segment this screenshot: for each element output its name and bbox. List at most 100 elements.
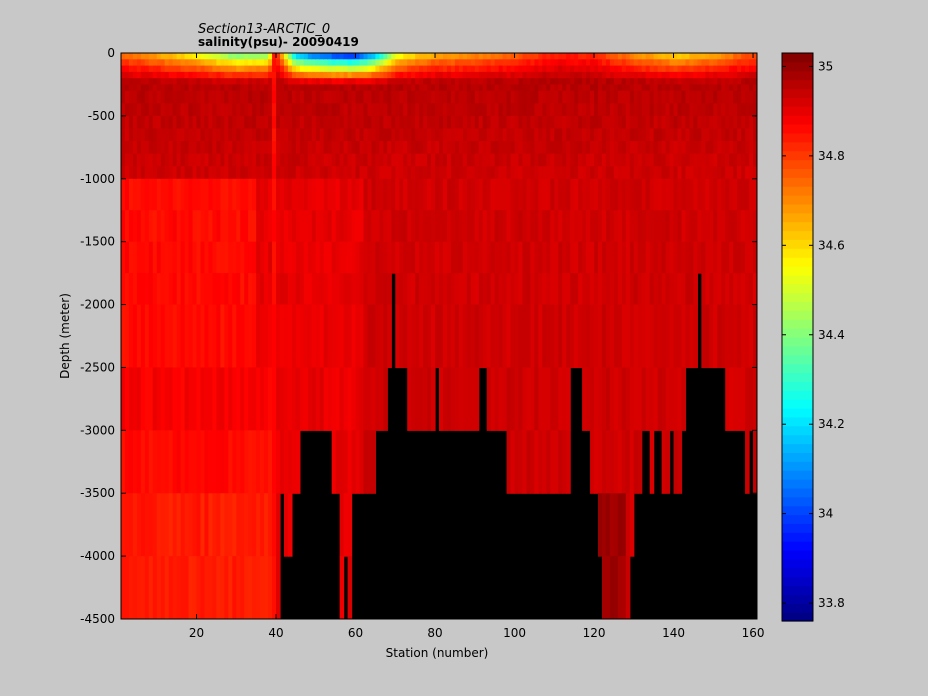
heatmap-cell [220, 166, 225, 180]
heatmap-cell [164, 178, 170, 211]
heatmap-cell [280, 84, 285, 92]
heatmap-cell [272, 103, 277, 117]
x-tick-label: 60 [348, 626, 363, 640]
heatmap-cell [737, 65, 742, 73]
heatmap-cell [272, 128, 277, 142]
heatmap-cell [367, 166, 373, 180]
heatmap-cell [753, 78, 757, 86]
heatmap-cell [144, 53, 150, 60]
heatmap-cell [140, 128, 146, 142]
heatmap-cell [128, 128, 134, 142]
heatmap-cell [303, 128, 309, 142]
heatmap-cell [124, 59, 130, 67]
heatmap-cell [351, 78, 357, 86]
heatmap-cell [427, 53, 432, 60]
heatmap-cell [470, 128, 476, 142]
heatmap-cell [685, 103, 691, 117]
heatmap-cell [252, 367, 257, 431]
heatmap-cell [375, 84, 380, 92]
heatmap-cell [625, 53, 631, 60]
heatmap-cell [737, 273, 742, 306]
heatmap-cell [741, 71, 746, 79]
heatmap-cell [574, 178, 579, 211]
y-tick-label: -1000 [80, 172, 115, 186]
heatmap-cell [140, 210, 146, 243]
heatmap-cell [649, 103, 655, 117]
heatmap-cell [248, 367, 253, 431]
heatmap-cell [590, 166, 595, 180]
heatmap-cell [705, 59, 710, 67]
heatmap-cell [435, 59, 440, 67]
heatmap-cell [558, 141, 563, 155]
heatmap-cell [613, 430, 619, 494]
heatmap-cell [216, 128, 221, 142]
heatmap-cell [121, 273, 126, 306]
heatmap-cell [598, 273, 603, 306]
heatmap-cell [196, 210, 202, 243]
heatmap-cell [387, 210, 392, 243]
heatmap-cell [594, 367, 599, 431]
heatmap-cell [435, 65, 440, 73]
colorbar-step [782, 372, 813, 382]
heatmap-cell [570, 78, 575, 86]
heatmap-cell [498, 78, 504, 86]
heatmap-cell [152, 178, 158, 211]
heatmap-cell [379, 141, 384, 155]
heatmap-cell [148, 141, 154, 155]
heatmap-cell [745, 59, 750, 67]
heatmap-cell [383, 78, 388, 86]
heatmap-cell [470, 304, 476, 369]
heatmap-cell [252, 273, 257, 306]
heatmap-cell [331, 178, 337, 211]
heatmap-cell [526, 115, 532, 130]
heatmap-cell [693, 115, 698, 130]
heatmap-cell [148, 556, 154, 619]
heatmap-cell [216, 178, 221, 211]
heatmap-cell [343, 90, 349, 104]
heatmap-cell [371, 103, 376, 117]
heatmap-cell [570, 153, 575, 167]
heatmap-cell [590, 128, 595, 142]
heatmap-cell [244, 78, 249, 86]
heatmap-cell [582, 90, 587, 104]
heatmap-cell [482, 141, 488, 155]
heatmap-cell [379, 103, 384, 117]
heatmap-cell [462, 115, 468, 130]
heatmap-cell [200, 71, 206, 79]
heatmap-cell [617, 78, 623, 86]
heatmap-cell [685, 90, 691, 104]
heatmap-cell [315, 53, 321, 60]
heatmap-cell [582, 153, 587, 167]
heatmap-cell [518, 84, 524, 92]
heatmap-cell [287, 71, 293, 79]
heatmap-cell [403, 71, 408, 79]
heatmap-cell [431, 273, 436, 306]
heatmap-cell [121, 556, 126, 619]
heatmap-cell [256, 53, 261, 60]
heatmap-cell [705, 78, 710, 86]
heatmap-cell [741, 153, 746, 167]
heatmap-cell [673, 304, 679, 369]
heatmap-cell [156, 84, 162, 92]
heatmap-cell [287, 115, 293, 130]
heatmap-cell [379, 53, 384, 60]
heatmap-cell [705, 90, 710, 104]
heatmap-cell [609, 241, 615, 274]
heatmap-cell [283, 128, 289, 142]
heatmap-cell [224, 166, 229, 180]
heatmap-cell [160, 53, 166, 60]
heatmap-cell [526, 59, 532, 67]
heatmap-cell [530, 273, 535, 306]
heatmap-cell [474, 90, 480, 104]
heatmap-cell [180, 430, 186, 494]
heatmap-cell [339, 103, 345, 117]
heatmap-cell [164, 556, 170, 619]
heatmap-cell [307, 115, 313, 130]
heatmap-cell [164, 493, 170, 557]
heatmap-cell [323, 273, 329, 306]
heatmap-cell [665, 178, 671, 211]
heatmap-cell [427, 128, 432, 142]
heatmap-cell [749, 84, 754, 92]
heatmap-cell [478, 78, 484, 86]
heatmap-cell [613, 153, 619, 167]
